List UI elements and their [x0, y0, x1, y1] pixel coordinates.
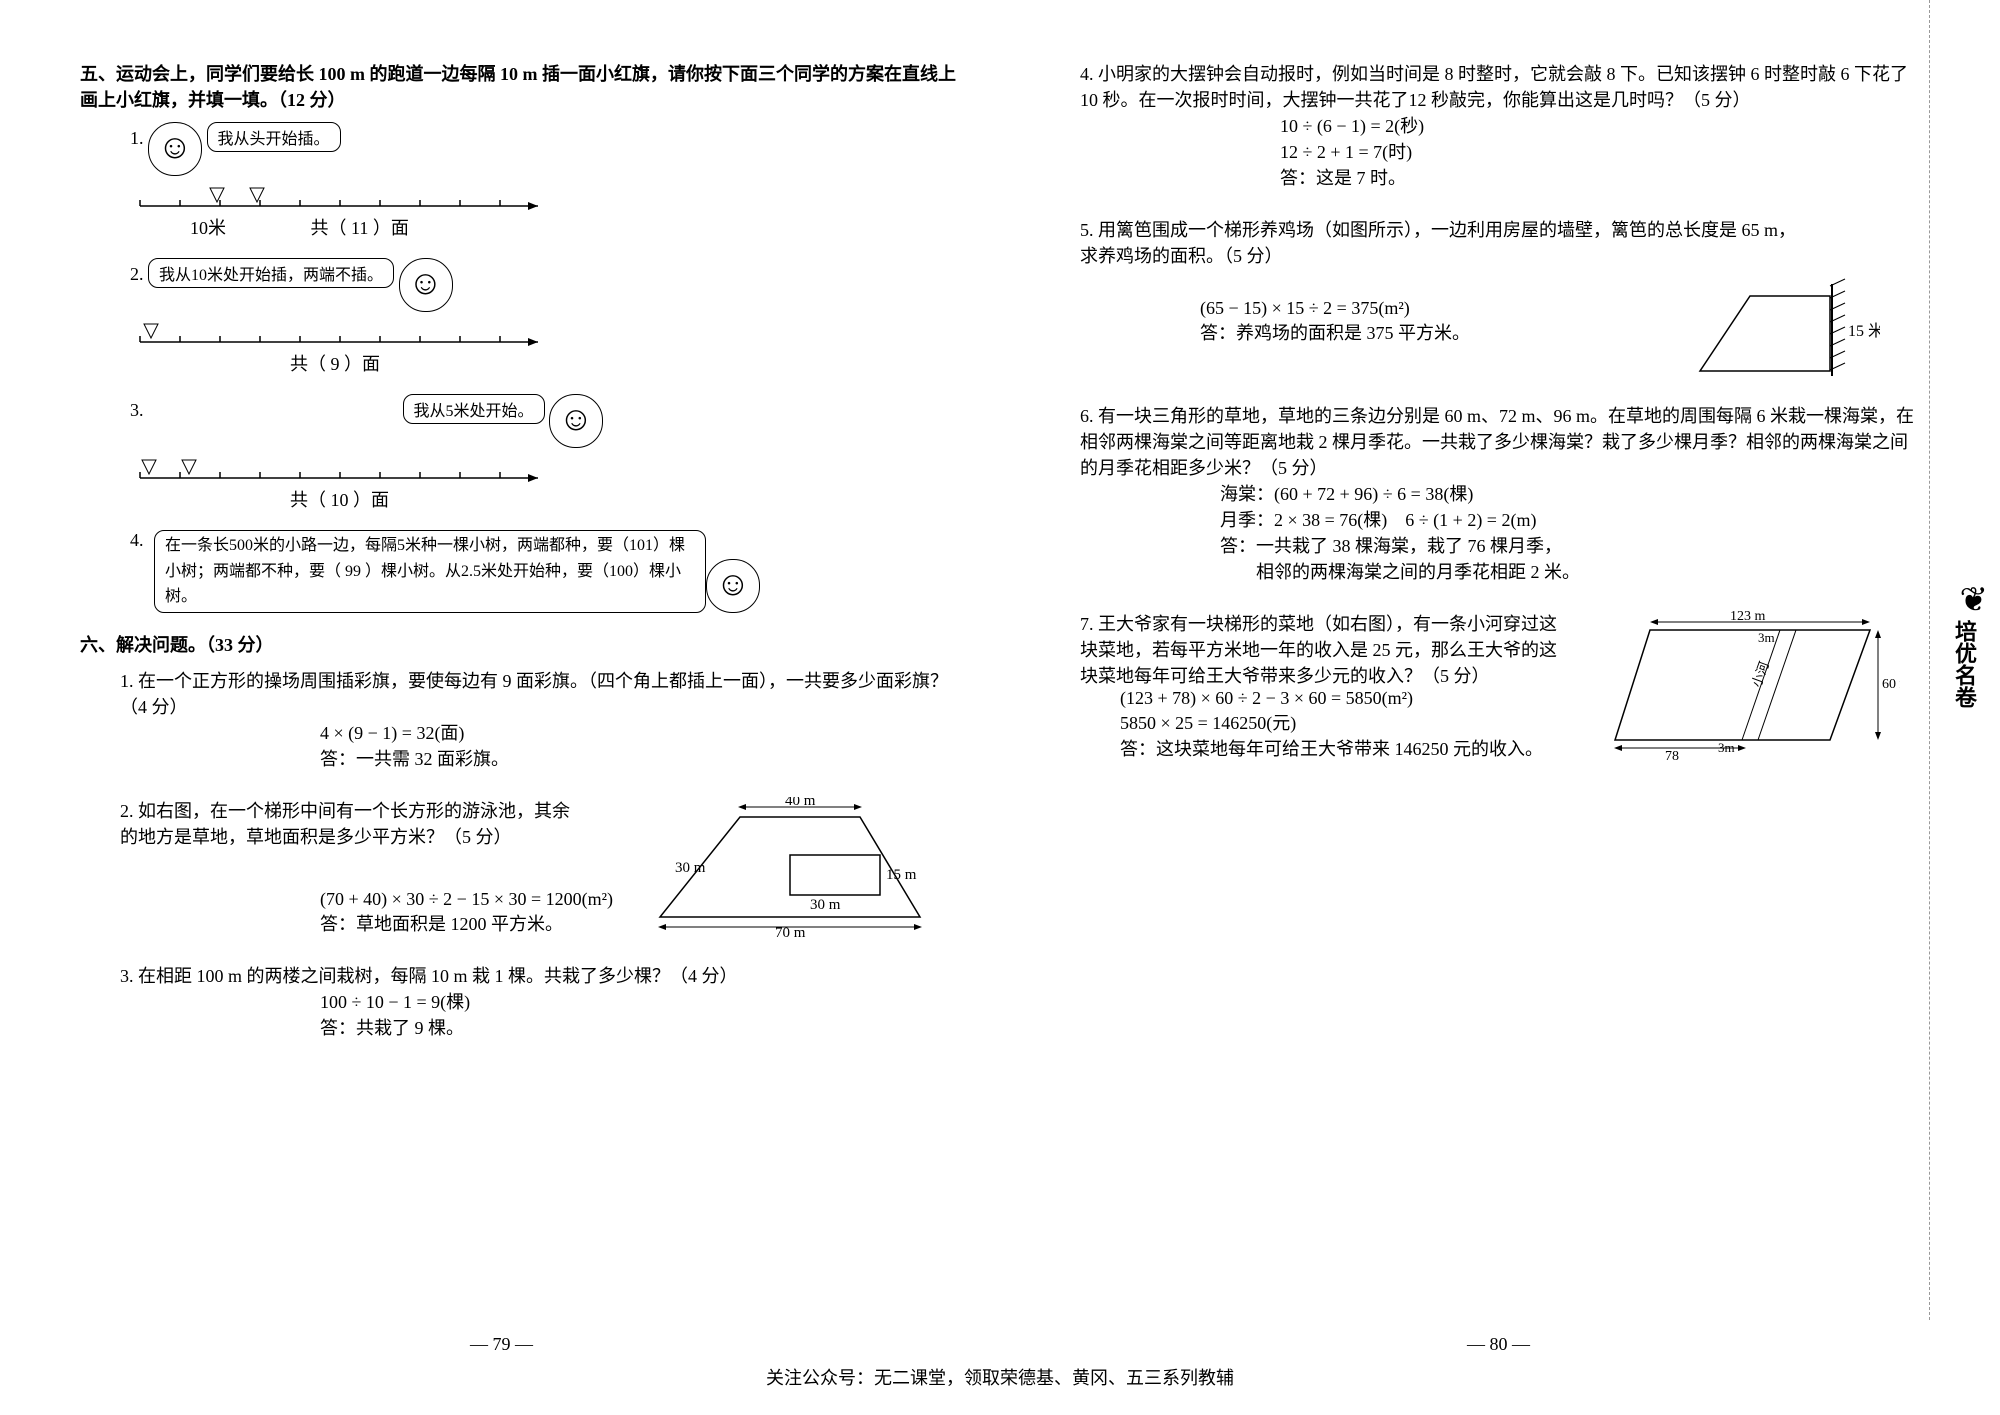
svg-text:60 m: 60 m: [1882, 677, 1900, 692]
sec5-item-3: 3. 我从5米处开始。: [130, 394, 960, 512]
question-4: 4. 小明家的大摆钟会自动报时，例如当时间是 8 时整时，它就会敲 8 下。已知…: [1080, 60, 1920, 190]
number-line: [130, 318, 960, 348]
page-number-right: — 80 —: [1467, 1334, 1530, 1355]
section6-title: 六、解决问题。（33 分）: [80, 631, 960, 657]
speech-bubble: 在一条长500米的小路一边，每隔5米种一棵小树，两端都种，要（101）棵小树；两…: [154, 530, 706, 613]
section5-title: 五、运动会上，同学们要给长 100 m 的跑道一边每隔 10 m 插一面小红旗，…: [80, 60, 960, 112]
number-line: [130, 182, 960, 212]
item-num: 4.: [130, 530, 154, 613]
side-ornament-icon: ❦: [1960, 580, 1989, 620]
q6-calc2: 月季：2 × 38 = 76(棵) 6 ÷ (1 + 2) = 2(m): [1220, 506, 1920, 532]
svg-text:3m: 3m: [1758, 630, 1775, 645]
item-num: 3.: [130, 400, 144, 420]
q6-ans2: 相邻的两棵海棠之间的月季花相距 2 米。: [1220, 558, 1920, 584]
q6-calc1: 海棠：(60 + 72 + 96) ÷ 6 = 38(棵): [1220, 480, 1920, 506]
q7-text: 7. 王大爷家有一块梯形的菜地（如右图），有一条小河穿过这块菜地，若每平方米地一…: [1080, 610, 1560, 688]
unit-label: 10米: [190, 218, 226, 238]
q6-text: 6. 有一块三角形的草地，草地的三条边分别是 60 m、72 m、96 m。在草…: [1080, 402, 1920, 480]
q3-text: 3. 在相距 100 m 的两楼之间栽树，每隔 10 m 栽 1 棵。共栽了多少…: [120, 962, 960, 988]
page-number-left: — 79 —: [470, 1334, 533, 1355]
sec5-item-1: 1. 我从头开始插。: [130, 122, 960, 240]
q6-ans1: 答：一共栽了 38 棵海棠，栽了 76 棵月季，: [1220, 532, 1920, 558]
q4-text: 4. 小明家的大摆钟会自动报时，例如当时间是 8 时整时，它就会敲 8 下。已知…: [1080, 60, 1920, 112]
q4-calc2: 12 ÷ 2 + 1 = 7(时): [1280, 138, 1920, 164]
right-column: 4. 小明家的大摆钟会自动报时，例如当时间是 8 时整时，它就会敲 8 下。已知…: [1000, 60, 1960, 1066]
answer-blank: 共（ 9 ）面: [290, 350, 960, 376]
q2-text: 2. 如右图，在一个梯形中间有一个长方形的游泳池，其余的地方是草地，草地面积是多…: [120, 797, 580, 849]
sec5-item-4: 4. 在一条长500米的小路一边，每隔5米种一棵小树，两端都种，要（101）棵小…: [130, 530, 960, 613]
q1-calc: 4 × (9 − 1) = 32(面): [320, 719, 960, 745]
speech-bubble: 我从头开始插。: [207, 122, 341, 152]
question-2: 2. 如右图，在一个梯形中间有一个长方形的游泳池，其余的地方是草地，草地面积是多…: [120, 797, 960, 936]
item-num: 1.: [130, 128, 144, 148]
q1-answer: 答：一共需 32 面彩旗。: [320, 745, 960, 771]
svg-text:15 米: 15 米: [1848, 322, 1880, 340]
q7-figure: 123 m 3m 60 m 78 3m 小河: [1610, 610, 1900, 765]
q3-answer: 答：共栽了 9 棵。: [320, 1014, 960, 1040]
sec5-item-2: 2. 我从10米处开始插，两端不插。 共（ 9 ）面: [130, 258, 960, 376]
q3-calc: 100 ÷ 10 − 1 = 9(棵): [320, 988, 960, 1014]
footer-text: 关注公众号：无二课堂，领取荣德基、黄冈、五三系列教辅: [0, 1364, 2000, 1390]
item-num: 2.: [130, 264, 144, 284]
svg-text:30 m: 30 m: [810, 897, 841, 913]
question-5: 5. 用篱笆围成一个梯形养鸡场（如图所示），一边利用房屋的墙壁，篱笆的总长度是 …: [1080, 216, 1920, 376]
side-book-label: 培优名卷: [1950, 620, 1980, 708]
q4-answer: 答：这是 7 时。: [1280, 164, 1920, 190]
svg-text:70 m: 70 m: [775, 925, 806, 937]
left-column: 五、运动会上，同学们要给长 100 m 的跑道一边每隔 10 m 插一面小红旗，…: [40, 60, 1000, 1066]
question-6: 6. 有一块三角形的草地，草地的三条边分别是 60 m、72 m、96 m。在草…: [1080, 402, 1920, 584]
svg-text:40 m: 40 m: [785, 797, 816, 809]
answer-blank: 共（ 11 ）面: [311, 218, 409, 238]
student-avatar: [148, 122, 202, 176]
svg-text:3m: 3m: [1718, 740, 1735, 755]
question-1: 1. 在一个正方形的操场周围插彩旗，要使每边有 9 面彩旗。（四个角上都插上一面…: [120, 667, 960, 771]
speech-bubble: 我从5米处开始。: [403, 394, 545, 424]
student-avatar: [549, 394, 603, 448]
question-7: 7. 王大爷家有一块梯形的菜地（如右图），有一条小河穿过这块菜地，若每平方米地一…: [1080, 610, 1920, 761]
number-line: [130, 454, 960, 484]
q5-text: 5. 用篱笆围成一个梯形养鸡场（如图所示），一边利用房屋的墙壁，篱笆的总长度是 …: [1080, 216, 1800, 268]
svg-text:15 m: 15 m: [886, 867, 917, 883]
q2-figure: 40 m 70 m 30 m 15 m 30 m: [650, 797, 930, 942]
student-avatar: [399, 258, 453, 312]
question-3: 3. 在相距 100 m 的两楼之间栽树，每隔 10 m 栽 1 棵。共栽了多少…: [120, 962, 960, 1040]
q5-figure: 15 米: [1680, 276, 1880, 391]
speech-bubble: 我从10米处开始插，两端不插。: [148, 258, 394, 288]
q1-text: 1. 在一个正方形的操场周围插彩旗，要使每边有 9 面彩旗。（四个角上都插上一面…: [120, 667, 960, 719]
svg-text:小河: 小河: [1749, 659, 1772, 689]
svg-text:78: 78: [1665, 749, 1679, 760]
svg-text:123 m: 123 m: [1730, 610, 1766, 624]
svg-text:30 m: 30 m: [675, 860, 706, 876]
answer-blank: 共（ 10 ）面: [290, 486, 960, 512]
q4-calc1: 10 ÷ (6 − 1) = 2(秒): [1280, 112, 1920, 138]
student-avatar: [706, 559, 760, 613]
